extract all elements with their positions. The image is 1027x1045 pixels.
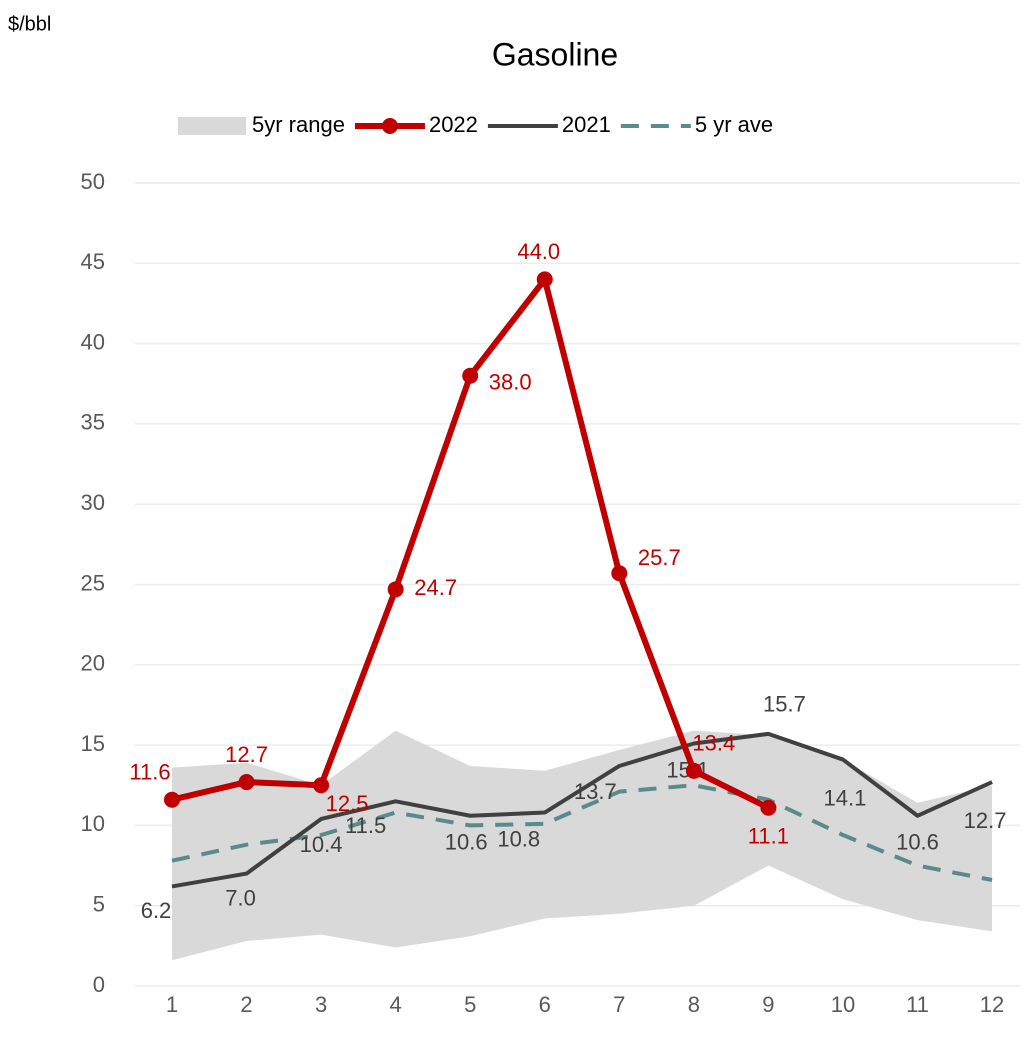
y-tick-label: 30 <box>81 490 105 515</box>
point <box>313 777 330 794</box>
data-label: 44.0 <box>517 239 560 264</box>
y-tick-label: 20 <box>81 651 105 676</box>
legend-swatch <box>178 117 246 135</box>
chart-title: Gasoline <box>492 36 618 72</box>
series-line <box>171 731 993 889</box>
data-label: 25.7 <box>638 545 681 570</box>
data-label: 14.1 <box>824 785 867 810</box>
x-tick-label: 4 <box>390 992 402 1017</box>
legend-item: 2022 <box>354 112 478 137</box>
data-label: 11.1 <box>748 824 789 849</box>
x-tick-label: 7 <box>613 992 625 1017</box>
legend-label: 2022 <box>429 112 478 137</box>
data-label: 7.0 <box>225 885 256 910</box>
point <box>238 774 255 791</box>
data-label: 6.2 <box>141 898 172 923</box>
legend-label: 5 yr ave <box>695 112 773 137</box>
x-tick-label: 2 <box>240 992 252 1017</box>
data-label: 13.4 <box>692 731 735 756</box>
legend-item: 2021 <box>487 112 611 137</box>
range-band <box>172 730 993 961</box>
legend-label: 2021 <box>562 112 611 137</box>
y-tick-label: 25 <box>81 570 105 595</box>
data-label: 12.5 <box>326 791 369 816</box>
y-tick-label: 0 <box>93 972 105 997</box>
y-tick-label: 45 <box>81 249 105 274</box>
data-label: 24.7 <box>414 575 457 600</box>
x-tick-label: 8 <box>688 992 700 1017</box>
point <box>760 799 777 816</box>
legend-item: 5yr range <box>178 112 345 137</box>
y-tick-label: 15 <box>81 731 105 756</box>
y-tick-label: 10 <box>81 811 105 836</box>
data-label: 11.6 <box>129 760 170 785</box>
legend-label: 5yr range <box>252 112 345 137</box>
point <box>611 565 628 582</box>
series-line <box>171 276 770 811</box>
point <box>685 762 702 779</box>
data-label: 10.6 <box>445 830 488 855</box>
legend-marker <box>381 118 398 134</box>
y-axis-label: $/bbl <box>8 13 51 35</box>
x-tick-label: 3 <box>315 992 327 1017</box>
x-tick-label: 11 <box>906 992 929 1017</box>
y-tick-label: 50 <box>81 169 105 194</box>
x-tick-label: 9 <box>762 992 774 1017</box>
x-tick-label: 10 <box>831 992 855 1017</box>
data-label: 38.0 <box>489 370 532 395</box>
data-label: 11.5 <box>345 813 386 838</box>
y-tick-label: 35 <box>81 410 105 435</box>
x-tick-label: 5 <box>464 992 476 1017</box>
legend-item: 5 yr ave <box>620 112 773 137</box>
point <box>462 367 479 384</box>
point <box>387 581 404 598</box>
x-tick-label: 1 <box>166 992 178 1017</box>
data-label: 10.4 <box>300 832 343 857</box>
series-line <box>171 783 993 882</box>
data-label: 15.7 <box>763 692 806 717</box>
data-label: 13.7 <box>574 779 617 804</box>
data-label: 10.6 <box>896 830 939 855</box>
point <box>536 271 553 288</box>
data-label: 12.7 <box>225 742 268 767</box>
x-tick-label: 12 <box>980 992 1004 1017</box>
y-tick-label: 5 <box>93 892 105 917</box>
data-label: 12.7 <box>964 808 1007 833</box>
y-tick-label: 40 <box>81 329 105 354</box>
data-label: 10.8 <box>497 826 540 851</box>
x-tick-label: 6 <box>539 992 551 1017</box>
point <box>164 791 180 808</box>
